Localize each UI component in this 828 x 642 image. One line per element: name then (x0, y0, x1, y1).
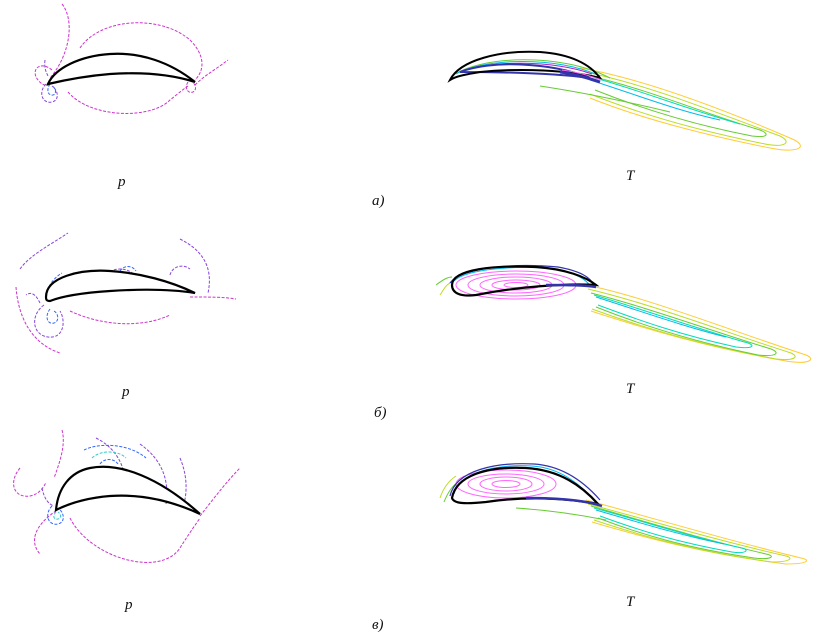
pressure-label-a: p (118, 174, 126, 190)
pressure-label-b: p (122, 384, 130, 400)
caption-c: в) (372, 617, 384, 633)
cooled-profile-a (447, 50, 603, 83)
caption-a: а) (372, 193, 385, 209)
temperature-contour-plot-b (436, 264, 811, 363)
pressure-contour-plot-a (34, 3, 229, 114)
airfoil-profile-a (46, 52, 196, 86)
airfoil-profile-b (44, 269, 196, 303)
cooled-profile-b (450, 265, 600, 297)
pressure-contour-plot-c (13, 429, 241, 563)
temperature-contour-plot-a (447, 50, 801, 151)
temperature-label-b: T (626, 381, 635, 397)
temperature-label-a: T (626, 168, 635, 184)
airfoil-profile-c (54, 465, 201, 515)
temperature-contour-plot-c (439, 463, 807, 565)
temperature-label-c: T (626, 594, 635, 610)
pressure-contour-plot-b (15, 232, 237, 354)
caption-b: б) (374, 405, 387, 421)
pressure-label-c: p (125, 597, 133, 613)
